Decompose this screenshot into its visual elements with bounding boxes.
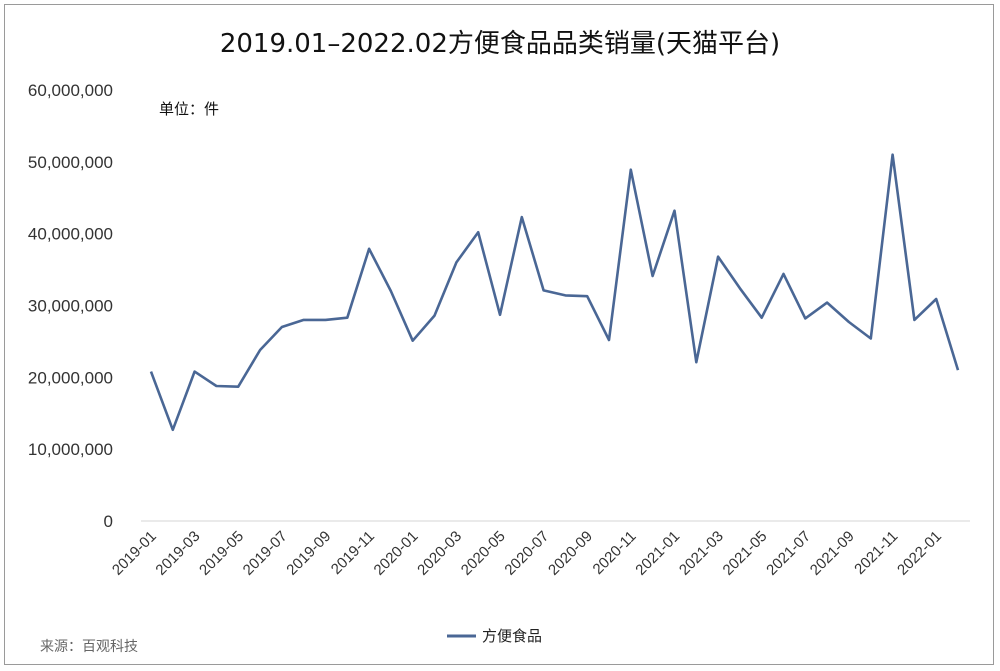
x-tick-label: 2019-05: [196, 528, 247, 579]
x-tick-label: 2019-09: [283, 528, 334, 579]
x-tick-label: 2020-03: [414, 528, 465, 579]
y-tick-label: 50,000,000: [28, 153, 113, 172]
chart-frame: [4, 4, 994, 665]
x-tick-label: 2020-11: [590, 528, 640, 578]
x-tick-label: 2020-09: [545, 528, 596, 579]
x-tick-label: 2020-01: [371, 528, 422, 579]
source-note: 来源：百观科技: [40, 639, 138, 655]
legend-label: 方便食品: [482, 627, 542, 645]
x-tick-label: 2021-05: [720, 528, 771, 579]
x-tick-label: 2019-01: [109, 528, 160, 579]
x-tick-label: 2019-07: [240, 528, 291, 579]
unit-label: 单位：件: [159, 100, 219, 118]
y-tick-label: 0: [104, 512, 113, 531]
x-tick-label: 2020-07: [501, 528, 552, 579]
y-tick-label: 30,000,000: [28, 297, 113, 316]
series-layer: [149, 153, 960, 432]
y-tick-label: 10,000,000: [28, 440, 113, 459]
x-tick-label: 2021-01: [632, 528, 683, 579]
x-tick-label: 2021-11: [851, 528, 901, 578]
x-tick-label: 2020-05: [458, 528, 509, 579]
chart-title: 2019.01–2022.02方便食品品类销量(天猫平台): [220, 29, 780, 59]
legend: 方便食品: [447, 627, 542, 645]
x-tick-label: 2022-01: [894, 528, 945, 579]
x-tick-label: 2021-09: [807, 528, 858, 579]
x-tick-label: 2021-07: [763, 528, 814, 579]
x-tick-label: 2019-03: [152, 528, 203, 579]
x-tick-label: 2021-03: [676, 528, 727, 579]
y-tick-label: 40,000,000: [28, 225, 113, 244]
y-tick-label: 60,000,000: [28, 81, 113, 100]
series-line: [149, 153, 960, 432]
x-tick-label: 2019-11: [328, 528, 378, 578]
y-axis-ticks: 0 10,000,000 20,000,000 30,000,000 40,000,00…: [28, 81, 113, 531]
y-tick-label: 20,000,000: [28, 368, 113, 387]
x-axis-ticks: 2019-012019-032019-052019-072019-092019-…: [109, 528, 945, 579]
